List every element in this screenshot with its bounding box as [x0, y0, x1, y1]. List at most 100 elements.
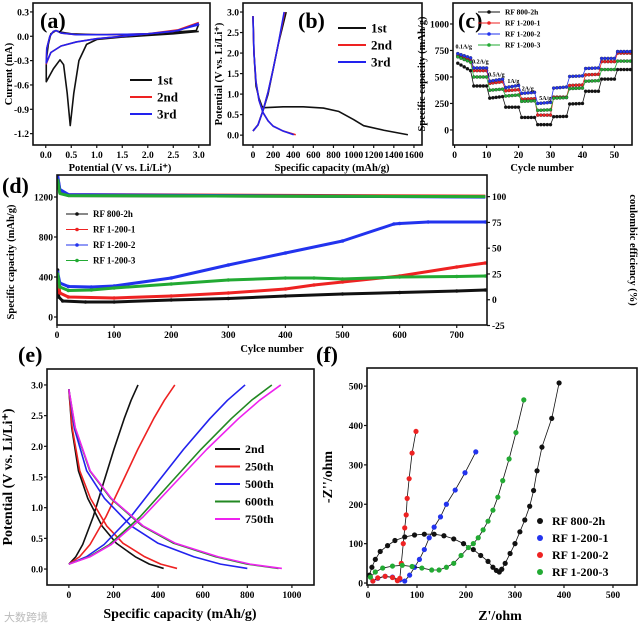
legend-label: RF 1-200-3	[505, 41, 541, 50]
data-point	[377, 548, 383, 555]
legend-marker	[537, 552, 543, 558]
legend-label: RF 800-2h	[505, 8, 539, 17]
data-point	[468, 56, 473, 60]
x-tick-label: 600	[393, 331, 408, 341]
rate-annotation: 0.5A/g	[488, 72, 505, 78]
data-point	[545, 122, 550, 127]
curve-line	[68, 389, 282, 570]
data-point	[384, 543, 391, 549]
legend-label: RF 1-200-2	[505, 30, 541, 39]
legend-marker	[75, 212, 79, 216]
data-point	[599, 67, 604, 72]
data-point	[283, 251, 288, 255]
data-point	[403, 512, 409, 518]
data-point	[571, 102, 575, 106]
data-point	[481, 75, 486, 79]
x-tick-label: 500	[606, 591, 621, 601]
data-point	[603, 59, 607, 64]
data-point	[459, 63, 463, 67]
data-point	[580, 101, 585, 106]
data-point	[571, 74, 575, 79]
data-point	[402, 525, 408, 531]
x-axis-title: Cycle number	[510, 163, 574, 174]
data-point	[459, 56, 463, 60]
panel-label: (d)	[2, 173, 29, 198]
y-tick-label: 3.0	[31, 381, 43, 391]
x-axis-title: Specific capacity (mAh/g)	[275, 163, 390, 174]
x-tick-label: 1200	[364, 151, 383, 161]
y-tick-label: 500	[435, 73, 450, 83]
y-axis-title: Specific capacity (mAh/g)	[417, 16, 428, 131]
data-point	[481, 66, 486, 70]
curve-line	[68, 389, 178, 570]
x-tick-label: 700	[450, 331, 465, 341]
legend-item: 1st	[130, 73, 174, 88]
legend-item: 2nd	[215, 442, 265, 456]
y-tick-label: 0.5	[227, 111, 239, 121]
data-point	[507, 105, 511, 109]
data-point	[539, 122, 543, 127]
data-point	[57, 295, 61, 299]
data-point	[503, 105, 508, 109]
data-point	[529, 99, 534, 103]
y2-tick-label: 75	[492, 219, 502, 229]
data-point	[539, 444, 545, 450]
data-point	[475, 535, 481, 541]
data-point	[369, 564, 375, 570]
x-tick-label: 800	[240, 591, 255, 601]
legend-item: RF 1-200-3	[478, 41, 541, 50]
data-point	[490, 564, 496, 570]
y2-axis-title: coulombic efficiency (%)	[627, 194, 638, 306]
data-point	[574, 83, 578, 87]
y-tick-label: 2.5	[227, 29, 239, 39]
data-point	[561, 114, 566, 119]
x-tick-label: 20	[514, 151, 524, 161]
data-point	[535, 113, 540, 117]
y-tick-label: 0	[358, 580, 363, 590]
rate-annotation: 0.2A/g	[472, 60, 489, 66]
data-point	[532, 99, 537, 103]
data-point	[532, 90, 537, 95]
plot-area	[68, 384, 282, 570]
data-point	[488, 88, 492, 92]
data-point	[599, 56, 604, 61]
y-tick-label: 3.0	[227, 9, 239, 19]
data-point	[502, 560, 508, 566]
data-point	[513, 429, 519, 436]
legend-marker	[537, 518, 543, 524]
data-point	[516, 105, 521, 109]
data-point	[459, 52, 463, 57]
x-tick-label: 300	[508, 591, 523, 601]
x-tick-label: 300	[221, 331, 236, 341]
data-point	[516, 83, 521, 88]
data-point	[397, 221, 402, 226]
data-point	[526, 99, 530, 103]
data-point	[577, 83, 582, 87]
x-tick-label: 0	[66, 591, 71, 601]
data-point	[485, 518, 491, 524]
rate-annotation: 5A/g	[539, 96, 551, 102]
x-tick-label: 1600	[404, 151, 423, 161]
x-tick-label: 200	[459, 591, 474, 601]
y-tick-label: 1000	[430, 20, 449, 30]
data-point	[402, 578, 408, 584]
data-point	[389, 574, 396, 581]
data-point	[495, 494, 501, 500]
data-point	[583, 73, 588, 77]
data-point	[526, 115, 530, 120]
charge-curve-line	[252, 11, 286, 132]
legend-item: 750th	[215, 512, 274, 526]
data-point	[500, 77, 505, 81]
plot-frame	[452, 2, 633, 146]
data-point	[606, 56, 610, 61]
x-tick-label: 200	[164, 331, 179, 341]
x-tick-label: 100	[410, 591, 425, 601]
curve-line	[252, 16, 294, 136]
data-point	[475, 66, 479, 70]
data-point	[609, 67, 613, 72]
data-point	[510, 93, 514, 98]
y-axis-title: Current (mA)	[4, 42, 15, 105]
data-point	[555, 114, 559, 119]
series-rf-800-2h	[367, 380, 562, 578]
